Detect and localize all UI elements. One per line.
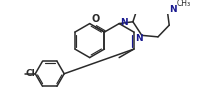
Text: O: O [92,14,100,24]
Text: Cl: Cl [26,69,36,78]
Text: N: N [135,34,142,43]
Text: CH₃: CH₃ [176,0,191,8]
Text: N: N [169,5,176,14]
Text: N: N [120,18,128,27]
